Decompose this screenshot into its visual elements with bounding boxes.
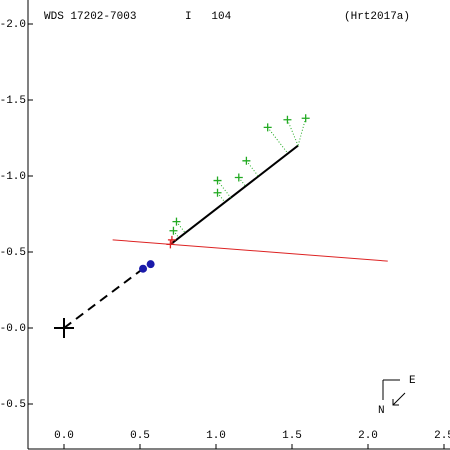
north-label: N — [378, 405, 385, 417]
observation — [139, 264, 148, 273]
residual — [173, 230, 180, 239]
observation — [301, 114, 310, 123]
compass: E N — [378, 375, 416, 417]
east-label: E — [409, 375, 416, 387]
observation — [242, 156, 251, 165]
observation — [167, 235, 176, 244]
x-tick-label: 2.0 — [358, 430, 378, 442]
reference: (Hrt2017a) — [344, 11, 410, 23]
grade: I 104 — [185, 11, 232, 23]
observation — [234, 173, 243, 182]
x-tick-label: 2.5 — [434, 430, 450, 442]
y-tick-label: -0.0 — [0, 323, 26, 335]
observation — [213, 176, 222, 185]
x-tick-label: 1.0 — [206, 430, 226, 442]
observation — [169, 226, 178, 235]
residual — [217, 180, 232, 198]
residual — [267, 127, 289, 154]
compass-arrow — [392, 392, 406, 406]
residual — [176, 221, 186, 234]
x-tick-label: 0.5 — [130, 430, 150, 442]
y-tick-label: -0.5 — [0, 247, 26, 259]
residual — [286, 119, 299, 146]
y-tick-label: -1.0 — [0, 171, 26, 183]
observation — [166, 240, 175, 249]
star-id: WDS 17202-7003 — [44, 11, 136, 23]
y-tick-label: -1.5 — [0, 95, 26, 107]
orbit-projection — [63, 267, 144, 329]
observation — [263, 123, 272, 132]
residual — [217, 192, 226, 203]
y-tick-label: -0.5 — [0, 399, 26, 411]
residual — [246, 160, 259, 177]
residual — [297, 118, 307, 146]
reference-line — [112, 239, 388, 262]
observation — [213, 188, 222, 197]
orbit-arc — [169, 144, 299, 246]
residual — [238, 177, 246, 187]
observation — [172, 217, 181, 226]
compass-arrowhead — [392, 399, 399, 406]
x-tick-label: 1.5 — [282, 430, 302, 442]
observation — [283, 115, 292, 124]
y-tick-label: -2.0 — [0, 19, 26, 31]
x-tick-label: 0.0 — [54, 430, 74, 442]
observation — [146, 260, 155, 269]
